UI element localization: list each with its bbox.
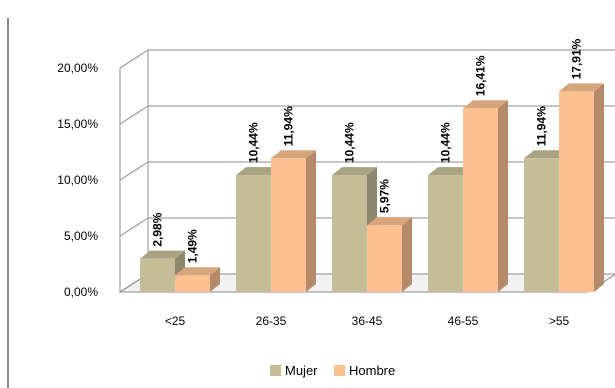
bar-top <box>175 267 220 276</box>
bars <box>140 83 604 293</box>
bar-side <box>210 267 220 292</box>
bar-side <box>402 217 412 292</box>
bar-front <box>140 258 175 292</box>
bar-front <box>175 275 210 292</box>
x-axis-labels: <25 26-35 36-45 46-55 >55 <box>165 314 570 328</box>
bar-top <box>463 100 508 109</box>
bar-top <box>236 167 281 176</box>
x-tick-label: 46-55 <box>448 314 479 328</box>
gridline <box>119 161 615 181</box>
data-label: 10,44% <box>343 122 357 163</box>
bar-top <box>332 167 377 176</box>
legend-swatch-mujer <box>270 365 281 376</box>
bar-hombre-5 <box>559 83 604 293</box>
data-label: 11,94% <box>535 106 549 146</box>
x-tick-label: 26-35 <box>256 314 287 328</box>
bar-front <box>367 225 402 292</box>
bar-side <box>594 83 604 293</box>
y-tick-label: 0,00% <box>64 285 98 299</box>
gridline <box>119 105 615 125</box>
bar-hombre-1 <box>175 267 220 292</box>
bar-front <box>271 158 306 292</box>
x-tick-label: >55 <box>549 314 570 328</box>
data-label: 1,49% <box>186 229 200 263</box>
y-axis-ticks: 0,00% 5,00% 10,00% 15,00% 20,00% <box>57 61 98 299</box>
legend-label-hombre: Hombre <box>349 363 395 378</box>
y-tick-label: 20,00% <box>57 61 98 75</box>
bar-front <box>428 175 463 292</box>
bar-top <box>559 83 604 92</box>
bar-top <box>367 217 412 226</box>
y-tick-label: 15,00% <box>57 117 98 131</box>
bar-top <box>428 167 473 176</box>
data-label: 5,97% <box>378 179 392 213</box>
bar-front <box>524 158 559 292</box>
bar-front <box>236 175 271 292</box>
bar-hombre-3 <box>367 217 412 292</box>
bar-front <box>559 91 594 293</box>
gridline <box>119 49 615 69</box>
data-labels: 2,98% 1,49% 10,44% 11,94% 10,44% 5,97% 10,44% 1… <box>151 38 584 263</box>
data-label: 17,91% <box>570 38 584 79</box>
x-tick-label: 36-45 <box>352 314 383 328</box>
data-label: 10,44% <box>247 122 261 163</box>
bar-hombre-4 <box>463 100 508 292</box>
data-label: 10,44% <box>439 122 453 163</box>
bar-side <box>498 100 508 292</box>
bar-side <box>306 150 316 292</box>
bar-top <box>140 250 185 259</box>
legend-swatch-hombre <box>334 365 345 376</box>
legend-label-mujer: Mujer <box>285 363 318 378</box>
y-tick-label: 5,00% <box>64 229 98 243</box>
bar-front <box>463 108 498 292</box>
bar-top <box>271 150 316 159</box>
bar-hombre-2 <box>271 150 316 292</box>
data-label: 11,94% <box>282 106 296 146</box>
bar-front <box>332 175 367 292</box>
data-label: 16,41% <box>474 55 488 96</box>
data-label: 2,98% <box>151 212 165 246</box>
legend: Mujer Hombre <box>270 363 395 378</box>
x-tick-label: <25 <box>165 314 186 328</box>
bar-top <box>524 150 569 159</box>
y-tick-label: 10,00% <box>57 173 98 187</box>
